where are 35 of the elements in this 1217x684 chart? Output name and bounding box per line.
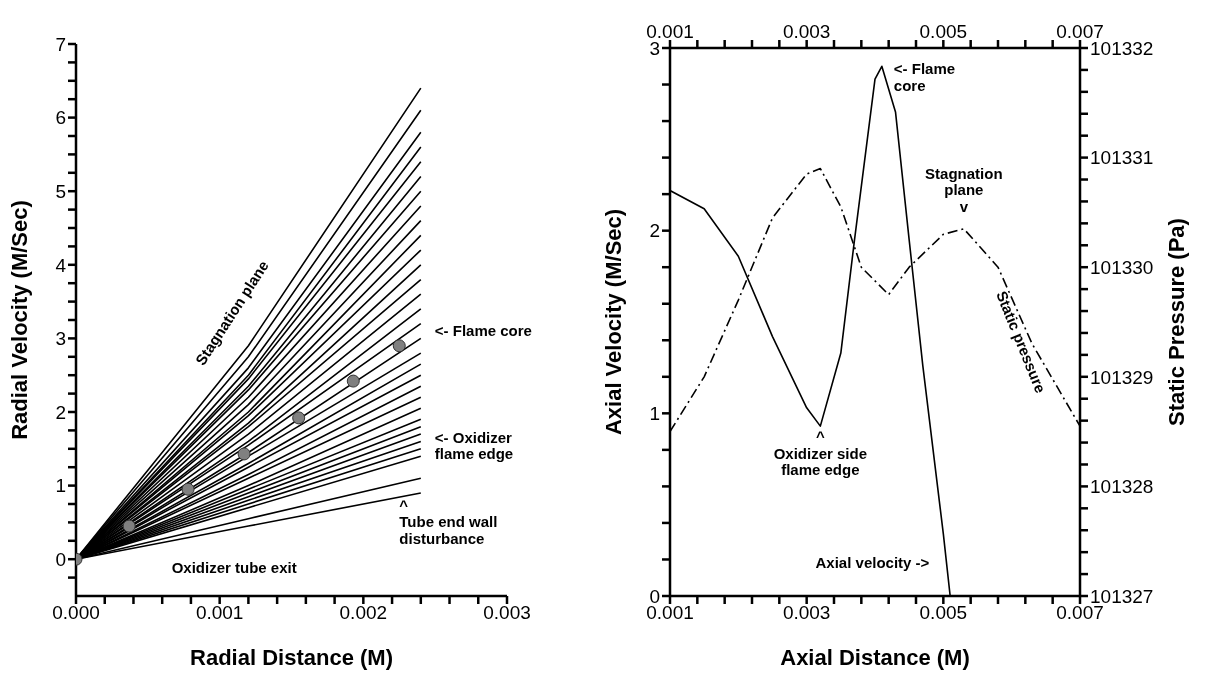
annotation: Oxidizer tube exit: [171, 558, 297, 576]
x-tick-label: 0.001: [195, 602, 244, 624]
y2-tick-label: 101329: [1090, 366, 1154, 388]
annotation: ^ Oxidizer side flame edge: [773, 428, 868, 479]
annotation: <- Oxidizer flame edge: [434, 428, 514, 463]
y-tick-label: 3: [55, 328, 66, 350]
x-axis-title: Axial Distance (M): [780, 645, 970, 670]
series-label: Axial velocity ->: [815, 553, 930, 571]
y-tick-label: 1: [55, 475, 66, 497]
annotation: Stagnation plane v: [925, 164, 1003, 215]
y-tick-label: 2: [649, 220, 660, 242]
annotation: ^ Tube end wall disturbance: [399, 496, 498, 547]
y-tick-label: 0: [649, 585, 660, 607]
y-tick-label: 6: [55, 107, 66, 129]
y2-tick-label: 101327: [1090, 585, 1154, 607]
y2-tick-label: 101330: [1090, 256, 1154, 278]
y-tick-label: 7: [55, 33, 66, 55]
y-axis-title: Axial Velocity (M/Sec): [600, 208, 626, 436]
annotation: <- Flame core: [434, 322, 532, 340]
x-tick-label: 0.005: [919, 21, 968, 42]
x-tick-label: 0.000: [52, 602, 100, 624]
y-tick-label: 4: [55, 254, 67, 276]
y-axis-title: Radial Velocity (M/Sec): [6, 200, 32, 440]
x-axis-title: Radial Distance (M): [190, 645, 393, 670]
y2-tick-label: 101331: [1090, 147, 1154, 169]
y2-tick-label: 101328: [1090, 476, 1154, 498]
x-tick-label: 0.003: [483, 602, 531, 624]
y-tick-label: 5: [55, 180, 66, 202]
x-tick-label: 0.002: [339, 602, 388, 624]
y-tick-label: 0: [55, 548, 66, 570]
y-tick-label: 2: [55, 401, 66, 423]
y2-axis-title: Static Pressure (Pa): [1163, 218, 1189, 426]
x-tick-label: 0.003: [782, 21, 831, 42]
annotation: <- Flame core: [893, 60, 956, 94]
y-tick-label: 1: [649, 403, 660, 425]
